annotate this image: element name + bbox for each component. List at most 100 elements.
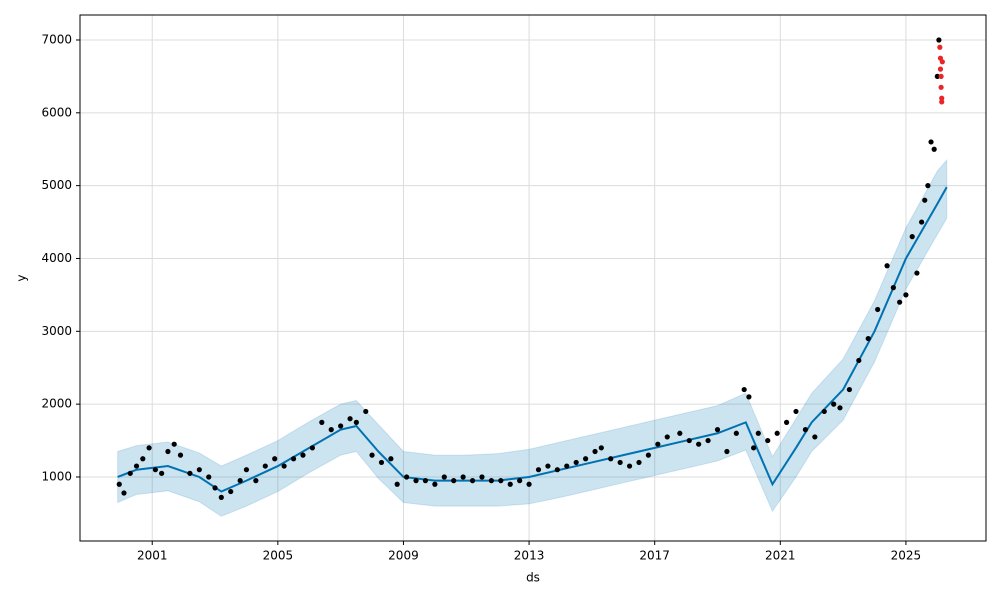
data-point xyxy=(583,456,589,462)
x-tick-label: 2021 xyxy=(765,549,796,563)
y-axis-label: y xyxy=(15,274,29,281)
data-point xyxy=(821,408,827,415)
data-point xyxy=(262,463,268,469)
forecast-line xyxy=(117,186,948,493)
data-point xyxy=(116,481,122,487)
data-point xyxy=(765,437,771,444)
data-point xyxy=(746,394,752,400)
data-point xyxy=(378,459,385,466)
y-tick-label: 1000 xyxy=(41,469,72,483)
data-point xyxy=(741,386,747,393)
data-point xyxy=(228,488,234,495)
data-point xyxy=(127,470,133,476)
y-tick-label: 7000 xyxy=(41,32,72,46)
data-point xyxy=(928,139,934,145)
plot-area xyxy=(80,15,986,541)
y-tick-label: 3000 xyxy=(41,324,72,338)
data-point xyxy=(636,459,642,466)
data-point xyxy=(856,357,862,364)
data-point xyxy=(159,470,165,476)
data-point xyxy=(281,463,287,469)
data-point xyxy=(936,37,942,43)
data-point xyxy=(939,59,945,65)
data-point xyxy=(451,478,457,484)
data-point xyxy=(608,456,614,462)
x-tick-label: 2005 xyxy=(263,549,294,563)
data-point xyxy=(751,445,757,451)
data-point xyxy=(218,494,224,500)
data-point xyxy=(347,416,353,422)
data-point xyxy=(925,183,931,189)
data-point xyxy=(554,467,560,473)
data-point xyxy=(212,485,218,491)
data-point xyxy=(290,456,297,462)
data-point xyxy=(300,452,306,458)
data-point xyxy=(696,441,702,447)
data-point xyxy=(363,408,369,415)
data-point xyxy=(146,445,152,451)
data-point xyxy=(403,474,410,480)
data-point xyxy=(903,292,909,298)
data-point xyxy=(498,478,504,484)
data-point xyxy=(812,434,818,440)
data-point xyxy=(243,467,250,473)
data-point xyxy=(774,430,780,436)
data-point xyxy=(237,478,243,484)
data-point xyxy=(394,481,400,487)
data-point xyxy=(919,219,925,225)
x-tick-label: 2013 xyxy=(514,549,545,563)
data-point xyxy=(865,335,871,342)
data-point xyxy=(432,481,438,487)
data-point xyxy=(939,95,945,101)
data-point xyxy=(479,474,485,480)
y-tick-label: 4000 xyxy=(41,251,72,265)
data-point xyxy=(165,448,171,455)
data-point xyxy=(890,285,896,291)
plot-frame xyxy=(79,14,987,542)
data-point xyxy=(733,430,739,436)
y-tick-label: 2000 xyxy=(41,397,72,411)
data-point xyxy=(793,408,799,415)
x-tick-label: 2025 xyxy=(891,549,922,563)
data-point xyxy=(196,467,202,473)
data-point xyxy=(388,456,394,462)
data-point xyxy=(938,73,944,79)
data-point xyxy=(507,481,513,487)
data-point xyxy=(931,146,937,152)
data-point xyxy=(272,456,278,462)
data-point xyxy=(413,478,419,484)
data-point xyxy=(937,66,944,72)
uncertainty-band xyxy=(117,158,948,517)
data-point xyxy=(338,423,344,429)
data-point xyxy=(884,263,890,269)
data-point xyxy=(152,467,158,473)
data-point xyxy=(133,463,140,469)
data-point xyxy=(526,481,532,487)
data-point xyxy=(535,467,542,473)
data-point xyxy=(488,478,494,484)
data-point xyxy=(369,452,375,458)
data-point xyxy=(253,478,259,484)
data-point xyxy=(664,434,670,440)
data-point xyxy=(897,299,903,305)
data-point xyxy=(938,84,944,90)
data-point xyxy=(469,478,476,484)
x-tick-label: 2009 xyxy=(388,549,419,563)
y-tick-label: 6000 xyxy=(41,105,72,119)
data-point xyxy=(837,405,843,411)
data-point xyxy=(831,401,837,407)
data-point xyxy=(677,430,683,436)
data-point xyxy=(171,441,177,447)
data-point xyxy=(573,459,579,466)
data-point xyxy=(545,463,551,469)
data-point xyxy=(187,470,193,476)
data-point xyxy=(922,197,928,203)
data-point xyxy=(802,427,809,433)
data-point xyxy=(592,448,598,455)
data-point xyxy=(939,99,945,105)
data-point xyxy=(655,441,661,447)
data-point xyxy=(353,419,359,425)
data-point xyxy=(517,478,523,484)
x-axis-label: ds xyxy=(526,571,540,585)
